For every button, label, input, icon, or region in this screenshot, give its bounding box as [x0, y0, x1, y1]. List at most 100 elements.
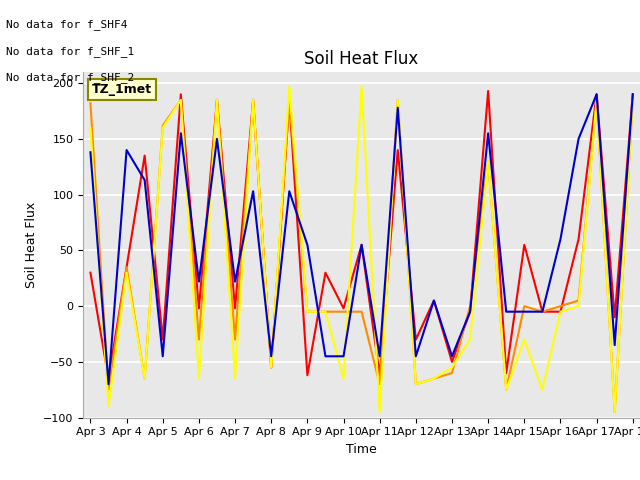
SHF5 — [611, 342, 618, 348]
SHF5 — [430, 298, 438, 303]
SHF3 — [213, 97, 221, 103]
SHF1 — [448, 359, 456, 365]
SHF5 — [123, 147, 131, 153]
SHF5 — [159, 353, 166, 359]
SHF3 — [195, 376, 203, 382]
SHF5 — [593, 91, 600, 97]
Y-axis label: Soil Heat Flux: Soil Heat Flux — [24, 202, 38, 288]
SHF3 — [105, 404, 113, 409]
SHF3 — [123, 270, 131, 276]
SHF3 — [575, 303, 582, 309]
SHF2 — [394, 97, 401, 103]
SHF2 — [159, 122, 166, 128]
SHF3 — [340, 376, 348, 382]
SHF1 — [123, 264, 131, 270]
SHF2 — [629, 97, 637, 103]
SHF1 — [213, 97, 221, 103]
SHF1 — [105, 376, 113, 382]
X-axis label: Time: Time — [346, 443, 377, 456]
SHF5 — [285, 189, 293, 194]
SHF3 — [593, 97, 600, 103]
SHF2 — [557, 303, 564, 309]
Text: No data for f_SHF_2: No data for f_SHF_2 — [6, 72, 134, 83]
SHF3 — [285, 84, 293, 89]
SHF3 — [448, 364, 456, 370]
SHF3 — [538, 387, 546, 393]
SHF1 — [412, 336, 420, 342]
SHF5 — [538, 309, 546, 314]
SHF1 — [557, 309, 564, 314]
SHF2 — [412, 381, 420, 387]
SHF3 — [303, 309, 311, 314]
SHF1 — [502, 370, 510, 376]
SHF2 — [177, 97, 185, 103]
SHF3 — [611, 409, 618, 415]
SHF3 — [502, 387, 510, 393]
SHF5 — [520, 309, 528, 314]
SHF5 — [358, 242, 365, 248]
SHF3 — [394, 97, 401, 103]
SHF5 — [448, 353, 456, 359]
SHF5 — [141, 177, 148, 183]
SHF5 — [231, 279, 239, 285]
SHF3 — [466, 336, 474, 342]
SHF1 — [520, 242, 528, 248]
SHF1 — [86, 270, 94, 276]
SHF5 — [177, 131, 185, 136]
SHF1 — [430, 298, 438, 303]
Line: SHF3: SHF3 — [90, 86, 633, 412]
SHF1 — [231, 305, 239, 311]
SHF2 — [105, 387, 113, 393]
SHF5 — [303, 242, 311, 248]
SHF3 — [86, 125, 94, 131]
SHF2 — [231, 336, 239, 342]
SHF2 — [322, 309, 330, 314]
SHF5 — [340, 353, 348, 359]
SHF2 — [593, 97, 600, 103]
Text: TZ_1met: TZ_1met — [92, 83, 152, 96]
SHF1 — [575, 236, 582, 242]
SHF1 — [629, 91, 637, 97]
SHF5 — [322, 353, 330, 359]
SHF2 — [340, 309, 348, 314]
SHF1 — [376, 372, 383, 378]
SHF2 — [502, 387, 510, 393]
SHF5 — [195, 279, 203, 285]
SHF1 — [484, 88, 492, 94]
SHF2 — [250, 97, 257, 103]
Title: Soil Heat Flux: Soil Heat Flux — [305, 49, 419, 68]
SHF5 — [268, 353, 275, 359]
SHF1 — [611, 314, 618, 320]
Line: SHF5: SHF5 — [90, 94, 633, 384]
SHF2 — [86, 100, 94, 106]
SHF1 — [159, 336, 166, 342]
SHF3 — [231, 376, 239, 382]
SHF3 — [268, 364, 275, 370]
SHF3 — [557, 309, 564, 314]
SHF2 — [268, 364, 275, 370]
SHF3 — [412, 381, 420, 387]
SHF2 — [376, 381, 383, 387]
Text: No data for f_SHF4: No data for f_SHF4 — [6, 19, 128, 30]
SHF2 — [285, 97, 293, 103]
SHF2 — [141, 376, 148, 382]
SHF3 — [484, 158, 492, 164]
SHF3 — [520, 336, 528, 342]
SHF5 — [484, 131, 492, 136]
SHF5 — [376, 353, 383, 359]
SHF1 — [250, 97, 257, 103]
SHF5 — [105, 381, 113, 387]
SHF5 — [466, 309, 474, 314]
SHF3 — [376, 409, 383, 415]
SHF2 — [575, 298, 582, 303]
Line: SHF1: SHF1 — [90, 91, 633, 379]
SHF1 — [593, 91, 600, 97]
SHF3 — [358, 84, 365, 89]
SHF5 — [394, 105, 401, 110]
SHF1 — [268, 364, 275, 370]
SHF5 — [557, 236, 564, 242]
SHF1 — [358, 242, 365, 248]
Line: SHF2: SHF2 — [90, 100, 633, 412]
SHF3 — [159, 125, 166, 131]
SHF2 — [358, 309, 365, 314]
